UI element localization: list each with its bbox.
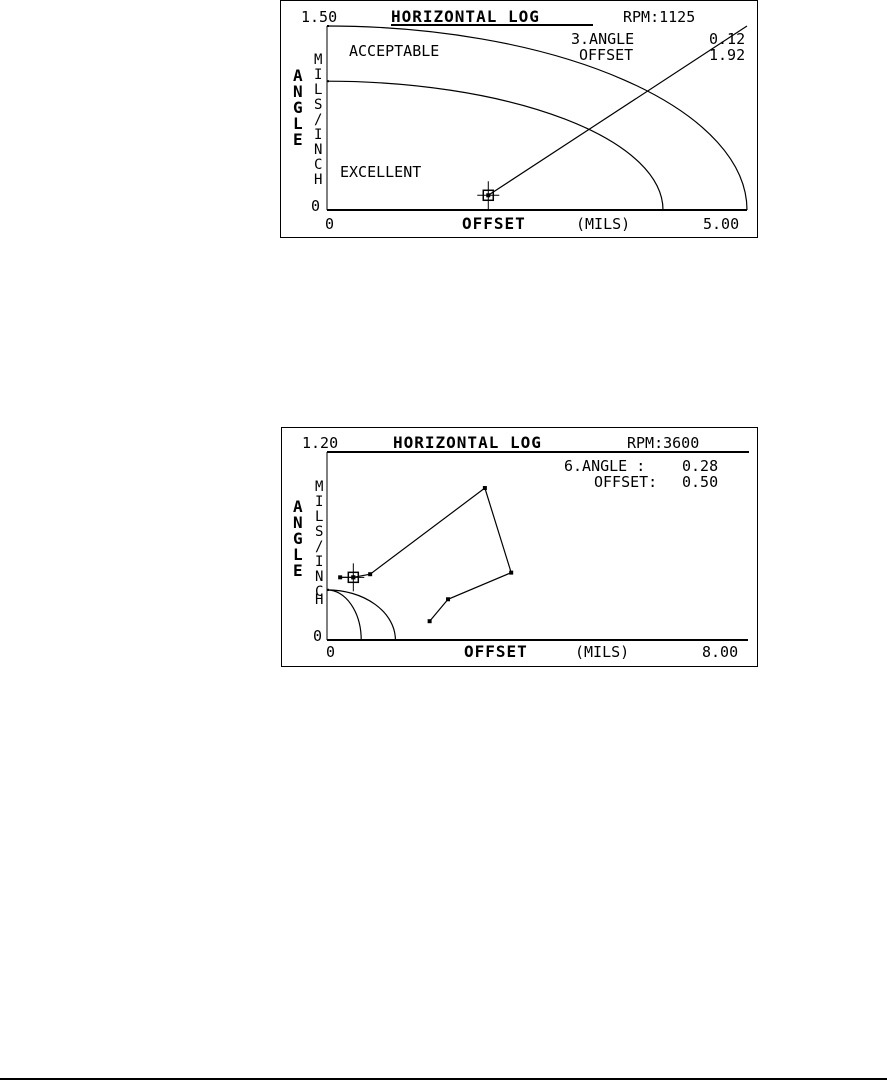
- data-point-4: [509, 570, 514, 575]
- angle-readout-label: 6.ANGLE :: [564, 457, 645, 475]
- chart-panel-1: 1.50 HORIZONTAL LOG RPM:1125 3.ANGLE 0.1…: [280, 0, 758, 238]
- svg-text:H: H: [314, 172, 322, 188]
- x-axis-title: OFFSET: [464, 642, 528, 661]
- zone-label-acceptable: ACCEPTABLE: [349, 42, 439, 60]
- y-max-label: 1.50: [301, 8, 337, 26]
- x-axis-units: (MILS): [576, 215, 630, 233]
- svg-text:E: E: [293, 130, 303, 149]
- svg-text:S: S: [314, 97, 322, 113]
- y-axis-units: M I L S / I N C H: [315, 479, 323, 608]
- svg-text:L: L: [314, 82, 322, 98]
- y-axis-title: A N G L E: [293, 66, 303, 149]
- svg-text:A: A: [293, 66, 303, 85]
- zone-boundary-1: [326, 25, 748, 211]
- cursor-box: [482, 189, 495, 202]
- x-max-label: 8.00: [702, 643, 738, 661]
- rpm-label: RPM:3600: [627, 434, 699, 452]
- cursor-dot: [351, 575, 356, 580]
- zone-boundary-1: [326, 589, 397, 641]
- x-axis-units: (MILS): [575, 643, 629, 661]
- svg-text:I: I: [315, 494, 323, 510]
- svg-text:M: M: [314, 52, 322, 68]
- x-zero-label: 0: [326, 643, 335, 661]
- zone-boundary-0: [326, 589, 362, 641]
- svg-text:A: A: [293, 497, 303, 516]
- data-point-6: [427, 619, 432, 624]
- svg-text:N: N: [293, 82, 303, 101]
- data-point-2: [368, 572, 373, 577]
- svg-text:I: I: [314, 127, 322, 143]
- angle-readout-label: 3.ANGLE: [571, 30, 634, 48]
- cursor-dot: [486, 193, 491, 198]
- plot-area-1: [326, 25, 748, 211]
- data-point-0: [338, 575, 343, 580]
- offset-readout-label: OFFSET:: [594, 473, 657, 491]
- svg-text:N: N: [315, 569, 323, 585]
- cursor-box: [347, 571, 360, 584]
- series-line-0: [487, 25, 748, 196]
- plot-area-2: [326, 452, 748, 641]
- y-zero-label: 0: [311, 197, 320, 215]
- chart-1-svg: 1.50 HORIZONTAL LOG RPM:1125 3.ANGLE 0.1…: [293, 7, 748, 233]
- chart-2-svg: 1.20 HORIZONTAL LOG RPM:3600 6.ANGLE : 0…: [293, 433, 749, 661]
- svg-text:N: N: [314, 142, 322, 158]
- offset-readout-label: OFFSET: [579, 46, 633, 64]
- svg-text:M: M: [315, 479, 323, 495]
- data-point-5: [446, 597, 451, 602]
- svg-text:S: S: [315, 524, 323, 540]
- page-bottom-rule: [0, 1078, 887, 1080]
- chart-title: HORIZONTAL LOG: [393, 433, 542, 452]
- y-zero-label: 0: [313, 627, 322, 645]
- data-point-3: [482, 486, 487, 491]
- x-zero-label: 0: [325, 215, 334, 233]
- chart-panel-2: 1.20 HORIZONTAL LOG RPM:3600 6.ANGLE : 0…: [281, 427, 758, 667]
- svg-text:L: L: [293, 114, 303, 133]
- svg-text:G: G: [293, 529, 303, 548]
- svg-text:I: I: [315, 554, 323, 570]
- angle-readout-value: 0.28: [682, 457, 718, 475]
- svg-text:E: E: [293, 561, 303, 580]
- rpm-label: RPM:1125: [623, 8, 695, 26]
- svg-text:G: G: [293, 98, 303, 117]
- y-axis-title: A N G L E: [293, 497, 303, 580]
- svg-text:H: H: [315, 592, 323, 608]
- y-axis-units: M I L S / I N C H: [314, 52, 322, 188]
- offset-readout-value: 0.50: [682, 473, 718, 491]
- series-line-0: [340, 487, 512, 622]
- chart-title: HORIZONTAL LOG: [391, 7, 540, 26]
- svg-text:/: /: [315, 539, 323, 555]
- svg-text:L: L: [315, 509, 323, 525]
- offset-readout-value: 1.92: [709, 46, 745, 64]
- svg-text:N: N: [293, 513, 303, 532]
- zone-label-excellent: EXCELLENT: [340, 163, 421, 181]
- y-max-label: 1.20: [302, 434, 338, 452]
- zone-boundary-0: [326, 80, 664, 211]
- svg-text:/: /: [314, 112, 322, 128]
- x-axis-title: OFFSET: [462, 214, 526, 233]
- svg-text:C: C: [315, 584, 323, 600]
- x-max-label: 5.00: [703, 215, 739, 233]
- svg-text:L: L: [293, 545, 303, 564]
- svg-text:C: C: [314, 157, 322, 173]
- svg-text:I: I: [314, 67, 322, 83]
